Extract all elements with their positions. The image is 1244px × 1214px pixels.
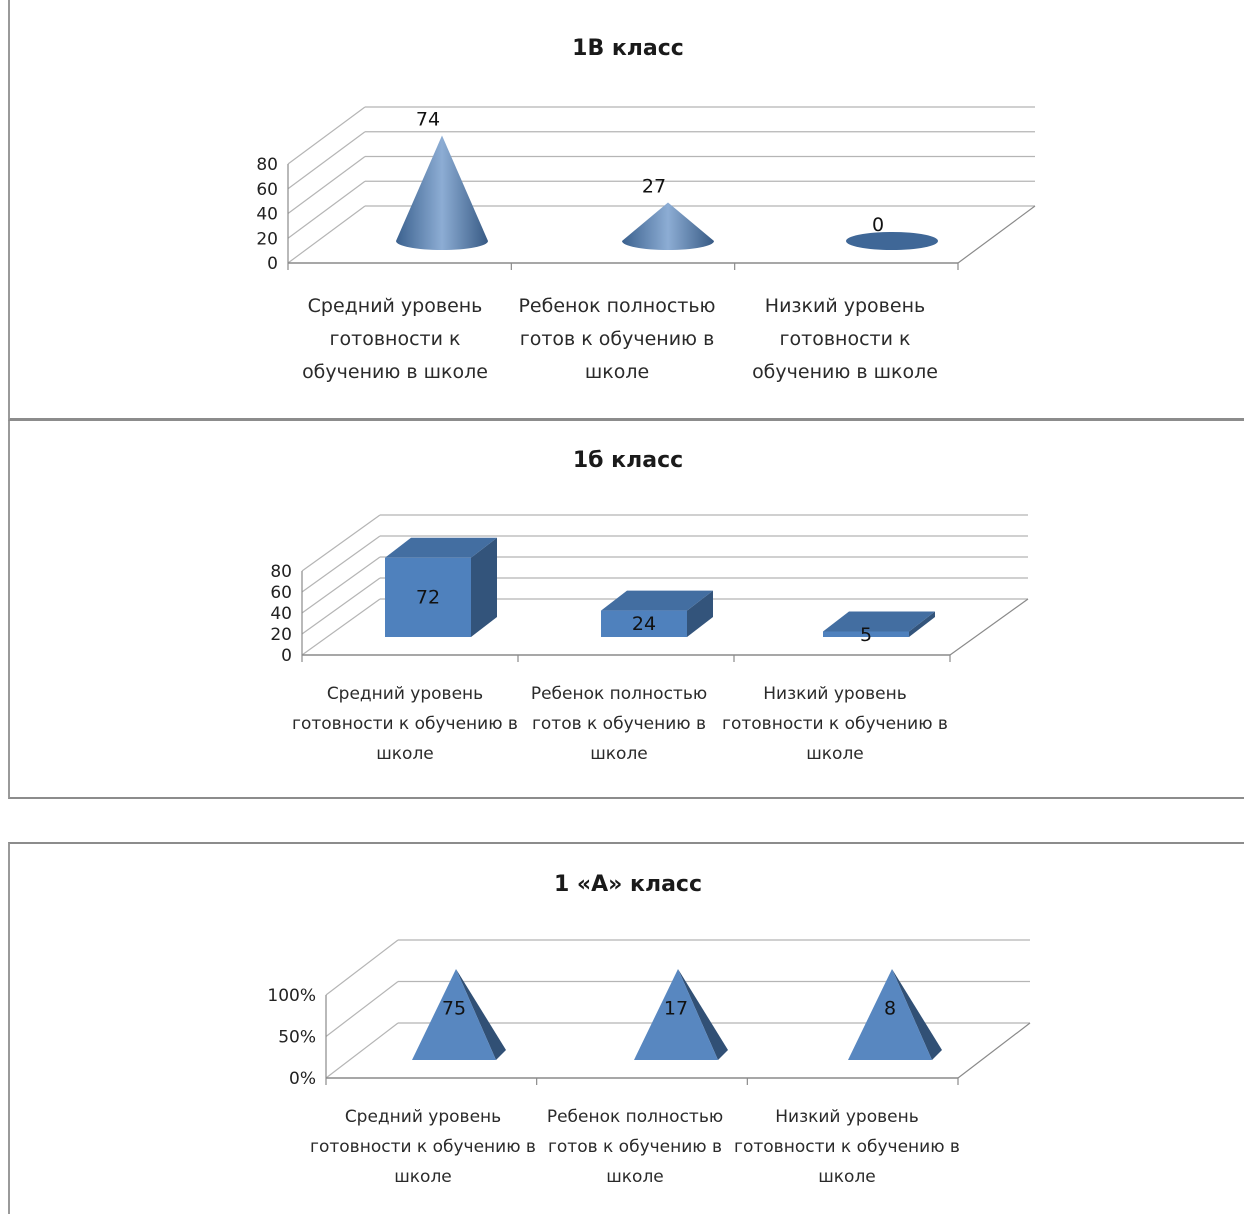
y-tick-label: 20 — [256, 229, 278, 249]
category-label-2: Ребенок полностью готов к обучению в шко… — [546, 1107, 724, 1187]
bar-1 — [412, 969, 506, 1060]
bar-2 — [634, 969, 728, 1060]
chart-plot-1v: 0 20 40 60 80 74 27 0 — [256, 106, 1036, 274]
data-label: 72 — [416, 586, 440, 608]
y-tick-label: 20 — [270, 625, 292, 645]
y-tick-label: 80 — [270, 562, 292, 582]
box-side — [471, 537, 497, 637]
category-label-1: Средний уровень готовности к обучению в … — [310, 1107, 536, 1187]
pyramid-side — [678, 969, 728, 1060]
bar-1 — [385, 537, 497, 637]
category-label-1: Средний уровень готовности к обучению в … — [292, 684, 518, 764]
data-label: 17 — [664, 997, 688, 1019]
bar-3 — [823, 611, 935, 637]
box-front — [823, 631, 909, 637]
pyramid-side — [892, 969, 942, 1060]
category-label-2: Ребенок полностью готов к обучению в шко… — [530, 684, 708, 764]
chart-title: 1 «А» класс — [553, 872, 703, 897]
gridline-side — [325, 1022, 399, 1079]
gridline-side — [301, 577, 381, 635]
y-tick-label: 0 — [281, 646, 292, 666]
gridline-side — [301, 535, 381, 593]
box-top — [601, 590, 713, 611]
box-front — [601, 610, 687, 637]
chart-title: 1В класс — [572, 36, 684, 61]
pyramid-front — [634, 969, 718, 1060]
category-label-3: Низкий уровень готовности к обучению в ш… — [734, 1107, 960, 1187]
y-tick-label: 60 — [256, 180, 278, 200]
gridline-side — [287, 106, 366, 165]
data-label: 0 — [872, 214, 884, 236]
gridline-side — [301, 556, 381, 614]
bar-2 — [622, 202, 714, 250]
y-tick-label: 0% — [289, 1069, 316, 1089]
data-label: 75 — [442, 997, 466, 1019]
gridline-side — [325, 981, 399, 1037]
gridline-side — [325, 939, 399, 996]
data-label: 74 — [416, 109, 440, 131]
data-label: 24 — [632, 613, 656, 635]
chart-panel-1v: 1В класс 0 20 40 60 80 74 27 0 Средний уровень … — [8, 0, 1244, 421]
box-top — [823, 611, 935, 632]
bar-1 — [396, 135, 488, 250]
floor-edge — [957, 1022, 1031, 1079]
gridlines — [287, 106, 1036, 270]
category-label-1: Средний уровень готовности к обучению в … — [302, 295, 488, 383]
box-front — [385, 557, 471, 637]
y-tick-label: 40 — [256, 205, 278, 225]
chart-panel-1a: 1 «А» класс 0% 50% 100% 75 17 8 Средний урове… — [8, 842, 1244, 1214]
category-label-3: Низкий уровень готовности к обучению в ш… — [722, 684, 948, 764]
gridline-side — [287, 180, 366, 239]
bar-2 — [601, 590, 713, 637]
category-label-2: Ребенок полностью готов к обучению в шко… — [518, 295, 716, 383]
category-label-3: Низкий уровень готовности к обучению в ш… — [752, 295, 938, 383]
y-tick-label: 60 — [270, 583, 292, 603]
box-side — [909, 611, 935, 637]
floor-edge — [949, 598, 1029, 656]
gridline-side — [287, 131, 366, 190]
box-side — [687, 590, 713, 637]
cone-body — [622, 202, 714, 250]
box-top — [385, 537, 497, 558]
pyramid-front — [848, 969, 932, 1060]
chart-panel-1b: 1б класс 0 20 40 60 80 72 24 5 Средний уровень … — [8, 421, 1244, 799]
pyramid-side — [456, 969, 506, 1060]
gridline-side — [287, 205, 366, 264]
gridline-side — [287, 156, 366, 214]
y-tick-label: 40 — [270, 604, 292, 624]
data-label: 27 — [642, 176, 666, 198]
cone-base — [846, 232, 938, 250]
y-tick-label: 80 — [256, 155, 278, 175]
y-tick-label: 50% — [278, 1028, 316, 1048]
gridline-side — [301, 598, 381, 656]
chart-plot-1a: 0% 50% 100% 75 17 8 — [267, 939, 1031, 1089]
data-label: 5 — [860, 624, 872, 646]
pyramid-front — [412, 969, 496, 1060]
gridline-side — [301, 514, 381, 572]
chart-title: 1б класс — [572, 448, 684, 473]
y-tick-label: 0 — [267, 254, 278, 274]
bar-3 — [848, 969, 942, 1060]
data-label: 8 — [884, 997, 896, 1019]
cone-body — [396, 135, 488, 250]
bar-3 — [846, 232, 938, 250]
y-tick-label: 100% — [267, 986, 316, 1006]
floor-edge — [957, 205, 1036, 264]
